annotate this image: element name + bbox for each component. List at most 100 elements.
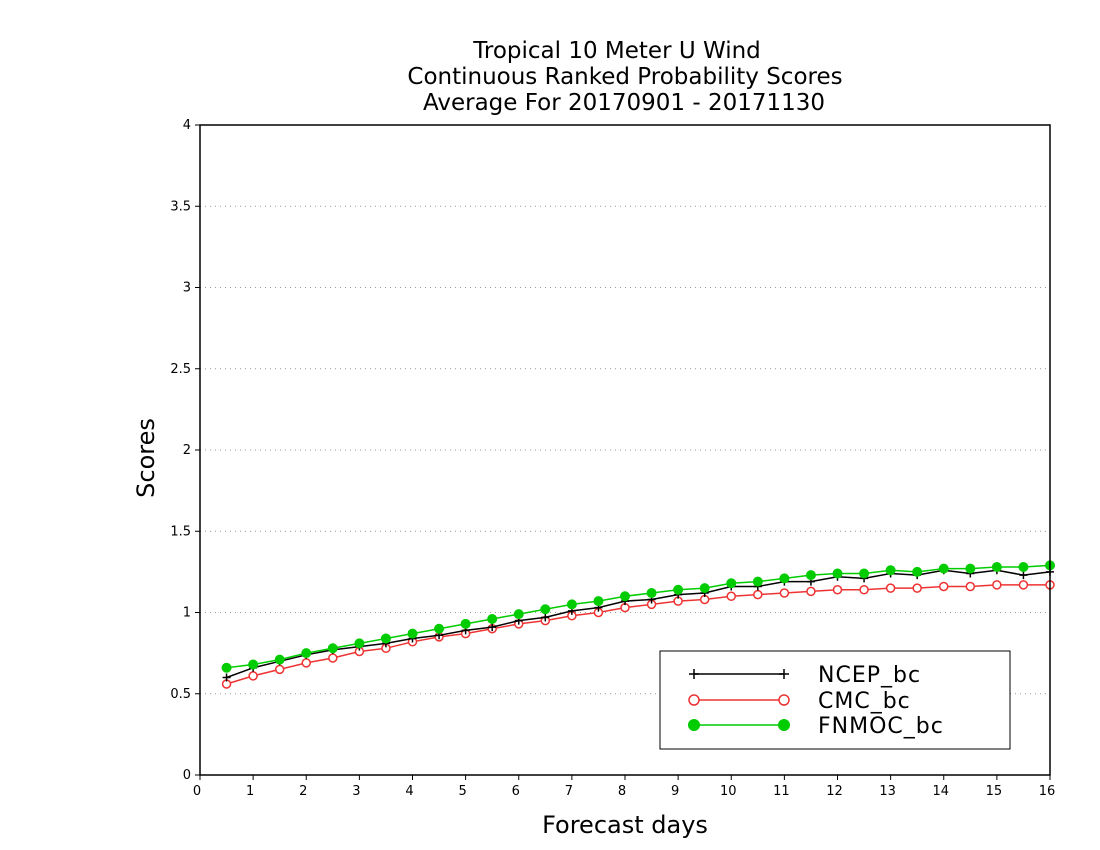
data-point-filled-circle [248, 659, 259, 670]
y-tick-label: 3.5 [170, 199, 191, 214]
legend-label: FNMOC_bc [818, 714, 944, 739]
y-axis-label: Scores [132, 418, 160, 498]
data-point-open-circle [885, 583, 896, 593]
data-point-plus [689, 669, 699, 679]
x-tick-label: 13 [879, 784, 896, 799]
x-tick-label: 1 [246, 784, 254, 799]
data-point-filled-circle [752, 576, 763, 587]
data-point-filled-circle [354, 638, 365, 649]
data-point-open-circle [859, 585, 869, 595]
data-point-filled-circle [912, 566, 923, 577]
chart-title-line-2: Continuous Ranked Probability Scores [407, 64, 842, 90]
data-point-open-circle [832, 585, 843, 595]
data-point-plus [488, 623, 497, 632]
data-point-filled-circle [407, 628, 418, 639]
data-point-filled-circle [699, 583, 710, 594]
data-point-plus [1019, 571, 1028, 580]
data-point-open-circle [328, 653, 338, 663]
data-point-filled-circle [221, 662, 232, 673]
data-point-plus [779, 669, 789, 679]
y-tick-label: 0 [183, 768, 191, 783]
y-tick-label: 4 [183, 118, 191, 133]
legend-label: CMC_bc [818, 689, 911, 714]
chart-title-line-1: Tropical 10 Meter U Wind [472, 38, 761, 64]
gridlines [200, 205, 1050, 695]
chart-title-line-3: Average For 20170901 - 20171130 [423, 90, 825, 116]
data-point-plus [222, 673, 231, 682]
x-tick-label: 11 [773, 784, 790, 799]
legend-label: NCEP_bc [818, 663, 921, 688]
y-tick-label: 2.5 [170, 362, 191, 377]
data-point-filled-circle [778, 719, 790, 731]
y-axis-ticks: 0 0.5 1 1.5 2 2.5 3 3.5 4 [170, 118, 200, 783]
data-point-filled-circle [540, 604, 551, 615]
data-point-filled-circle [593, 596, 604, 607]
data-point-open-circle [806, 586, 816, 597]
data-point-filled-circle [991, 562, 1002, 572]
data-point-open-circle [301, 658, 311, 668]
x-tick-label: 8 [618, 784, 626, 799]
data-point-filled-circle [646, 588, 657, 598]
x-tick-label: 16 [1039, 784, 1056, 799]
x-tick-label: 7 [565, 784, 573, 799]
data-point-open-circle [939, 581, 949, 592]
data-point-filled-circle [460, 618, 471, 629]
x-tick-label: 9 [671, 784, 679, 799]
data-point-open-circle [1018, 580, 1029, 590]
data-point-open-circle [248, 671, 258, 681]
y-tick-label: 3 [183, 281, 191, 296]
x-tick-label: 6 [512, 784, 520, 799]
x-tick-label: 3 [352, 784, 360, 799]
legend-item: CMC_bc [688, 689, 911, 714]
data-point-filled-circle [832, 568, 843, 579]
data-point-filled-circle [513, 609, 524, 620]
x-tick-label: 15 [986, 784, 1003, 799]
y-tick-label: 0.5 [170, 687, 191, 702]
data-point-filled-circle [859, 568, 870, 579]
data-point-open-circle [965, 581, 976, 592]
data-point-open-circle [778, 694, 790, 706]
data-point-filled-circle [434, 623, 445, 634]
data-point-open-circle [992, 580, 1002, 590]
data-point-open-circle [274, 664, 285, 675]
data-point-filled-circle [885, 565, 896, 576]
data-point-filled-circle [620, 591, 630, 602]
legend-item: FNMOC_bc [688, 714, 944, 739]
data-point-filled-circle [965, 563, 976, 574]
data-point-filled-circle [673, 584, 684, 595]
data-point-open-circle [912, 583, 922, 593]
data-point-filled-circle [726, 578, 737, 589]
data-point-filled-circle [274, 654, 285, 665]
data-point-filled-circle [805, 570, 816, 581]
data-point-open-circle [726, 591, 736, 601]
x-tick-label: 5 [458, 784, 466, 799]
data-point-filled-circle [487, 614, 498, 624]
x-tick-label: 0 [193, 784, 201, 799]
data-point-filled-circle [301, 648, 312, 659]
x-axis-ticks: 0 1 2 3 4 5 6 7 8 9 10 11 12 13 14 15 16 [193, 775, 1055, 799]
data-point-open-circle [688, 694, 700, 706]
x-tick-label: 4 [405, 784, 413, 799]
data-point-filled-circle [779, 573, 790, 584]
data-point-filled-circle [566, 599, 577, 610]
chart-title: Tropical 10 Meter U Wind Continuous Rank… [407, 38, 842, 116]
series-line [226, 569, 1051, 679]
x-tick-label: 12 [826, 784, 843, 799]
x-tick-label: 10 [720, 784, 737, 799]
y-tick-label: 2 [183, 443, 191, 458]
data-point-filled-circle [938, 563, 949, 574]
x-axis-label: Forecast days [542, 811, 708, 839]
data-point-open-circle [753, 589, 763, 600]
x-tick-label: 14 [932, 784, 949, 799]
series-layer [221, 560, 1055, 689]
data-point-plus [541, 613, 550, 622]
plot-frame [199, 124, 1051, 776]
legend-item: NCEP_bc [689, 663, 921, 688]
x-tick-label: 2 [299, 784, 307, 799]
data-point-filled-circle [1018, 562, 1029, 572]
series-fnmoc-bc [221, 560, 1055, 673]
data-point-filled-circle [327, 643, 338, 654]
y-tick-label: 1 [183, 606, 191, 621]
